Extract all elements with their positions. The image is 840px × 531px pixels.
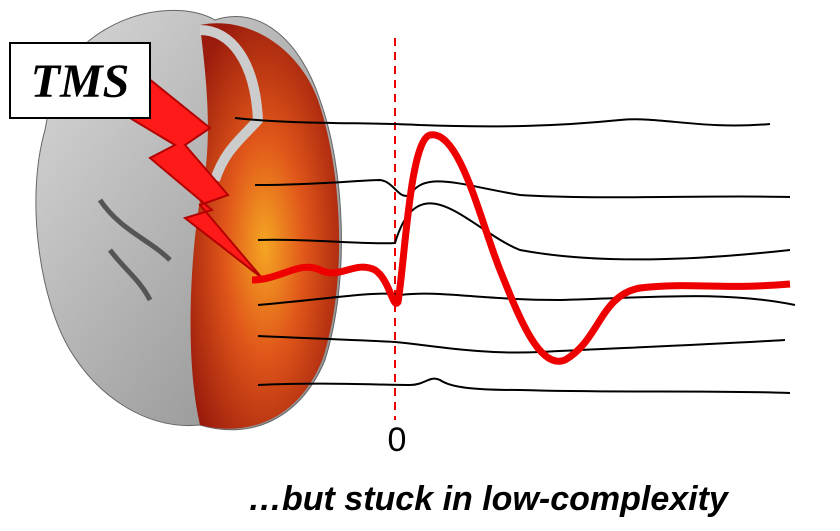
time-zero-label: 0 (388, 421, 407, 459)
traces (234, 117, 796, 394)
caption: …but stuck in low-complexity (248, 480, 730, 518)
tms-label: TMS (31, 55, 130, 108)
lightning-bolt (118, 76, 263, 279)
label-box (9, 42, 151, 119)
evoked-response (251, 131, 791, 365)
